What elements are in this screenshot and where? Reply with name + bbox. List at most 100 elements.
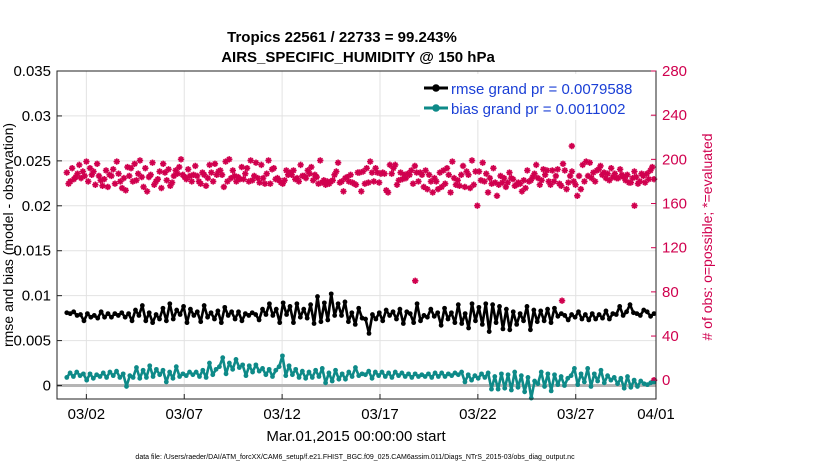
obs-point bbox=[193, 172, 201, 180]
legend-bias-label: bias grand pr = 0.0011002 bbox=[451, 101, 625, 118]
obs-point bbox=[570, 178, 577, 185]
rmse-point bbox=[188, 306, 193, 312]
obs-point bbox=[568, 168, 576, 175]
bias-point bbox=[515, 384, 521, 390]
rmse-point bbox=[287, 304, 293, 309]
obs-star bbox=[251, 172, 258, 180]
obs-star bbox=[86, 164, 94, 172]
obs-point bbox=[208, 169, 215, 176]
obs-point bbox=[581, 178, 588, 185]
obs-point bbox=[463, 168, 470, 175]
obs-point bbox=[247, 157, 254, 164]
rmse-point bbox=[524, 304, 530, 309]
obs-star bbox=[420, 183, 427, 191]
data-file-footnote: data file: /Users/raeder/DAI/ATM_forcXX/… bbox=[135, 454, 575, 461]
obs-star bbox=[170, 172, 178, 180]
bias-point bbox=[522, 389, 528, 395]
obs-star bbox=[263, 170, 270, 177]
rmse-point bbox=[105, 311, 111, 317]
obs-star bbox=[192, 162, 199, 170]
obs-point bbox=[641, 179, 649, 186]
rmse-point bbox=[370, 312, 375, 317]
obs-star bbox=[565, 179, 572, 186]
bias-point bbox=[598, 367, 604, 373]
obs-point bbox=[649, 163, 656, 171]
y-axis-label-left: rmse and bias (model - observation) bbox=[0, 123, 16, 347]
obs-star bbox=[445, 171, 452, 179]
rmse-point bbox=[270, 313, 276, 318]
grid bbox=[57, 70, 656, 399]
rmse-point bbox=[651, 311, 657, 317]
obs-star bbox=[115, 170, 122, 177]
bias-point bbox=[313, 367, 319, 373]
obs-point bbox=[331, 171, 338, 179]
obs-point bbox=[484, 189, 492, 196]
bias-point bbox=[160, 367, 166, 373]
obs-point bbox=[534, 174, 542, 182]
obs-point bbox=[356, 169, 363, 176]
obs-star bbox=[92, 181, 99, 188]
bias-point bbox=[110, 373, 116, 379]
bias-point bbox=[538, 369, 544, 375]
rmse-point bbox=[469, 301, 475, 307]
obs-point bbox=[93, 160, 101, 167]
obs-star bbox=[529, 173, 536, 181]
obs-star bbox=[193, 172, 201, 180]
obs-point bbox=[533, 161, 540, 169]
rmse-point bbox=[349, 310, 355, 316]
obs-star bbox=[631, 168, 638, 175]
obs-star bbox=[129, 178, 137, 185]
obs-star bbox=[374, 169, 381, 176]
rmse-point bbox=[325, 317, 331, 323]
bias-point bbox=[236, 365, 242, 370]
obs-star bbox=[217, 167, 224, 174]
obs-star bbox=[449, 158, 456, 165]
obs-star bbox=[447, 189, 454, 196]
obs-point bbox=[136, 157, 144, 164]
obs-star bbox=[620, 173, 627, 181]
rmse-point bbox=[225, 313, 231, 318]
obs-star bbox=[359, 168, 367, 175]
obs-star bbox=[406, 171, 413, 179]
obs-point bbox=[151, 181, 158, 188]
obs-point bbox=[595, 166, 602, 173]
obs-star bbox=[558, 297, 566, 304]
obs-point bbox=[609, 173, 617, 181]
rmse-point bbox=[455, 302, 461, 308]
obs-star bbox=[222, 158, 229, 165]
rmse-point bbox=[503, 306, 509, 312]
bias-point bbox=[329, 378, 335, 384]
obs-outlier-point bbox=[412, 277, 419, 285]
obs-point bbox=[111, 180, 119, 187]
obs-point bbox=[393, 181, 401, 188]
bias-point bbox=[565, 375, 571, 381]
obs-point bbox=[597, 162, 604, 170]
obs-point bbox=[81, 172, 88, 180]
obs-point bbox=[329, 177, 336, 184]
obs-star bbox=[127, 164, 135, 172]
bias-point bbox=[382, 374, 388, 379]
chart-title-line1: Tropics 22561 / 22733 = 99.243% bbox=[227, 29, 457, 46]
obs-point bbox=[281, 177, 288, 184]
obs-point bbox=[384, 189, 392, 196]
obs-star bbox=[308, 163, 315, 171]
rmse-series bbox=[64, 291, 657, 336]
bias-point bbox=[492, 374, 498, 379]
rmse-point bbox=[294, 301, 300, 307]
obs-star bbox=[147, 171, 154, 179]
obs-point bbox=[209, 178, 217, 185]
obs-star bbox=[386, 161, 394, 169]
obs-star bbox=[338, 178, 345, 185]
obs-star bbox=[491, 179, 499, 186]
y-tick-label-right: 120 bbox=[662, 240, 687, 257]
obs-point bbox=[545, 178, 552, 185]
obs-star bbox=[425, 171, 433, 179]
x-tick-label: 03/17 bbox=[361, 406, 399, 423]
bias-point bbox=[399, 370, 405, 376]
obs-point bbox=[304, 167, 311, 174]
obs-point bbox=[438, 183, 445, 191]
obs-point bbox=[63, 169, 70, 176]
obs-star bbox=[616, 166, 624, 173]
bias-point bbox=[575, 382, 581, 388]
bias-point bbox=[74, 369, 80, 375]
